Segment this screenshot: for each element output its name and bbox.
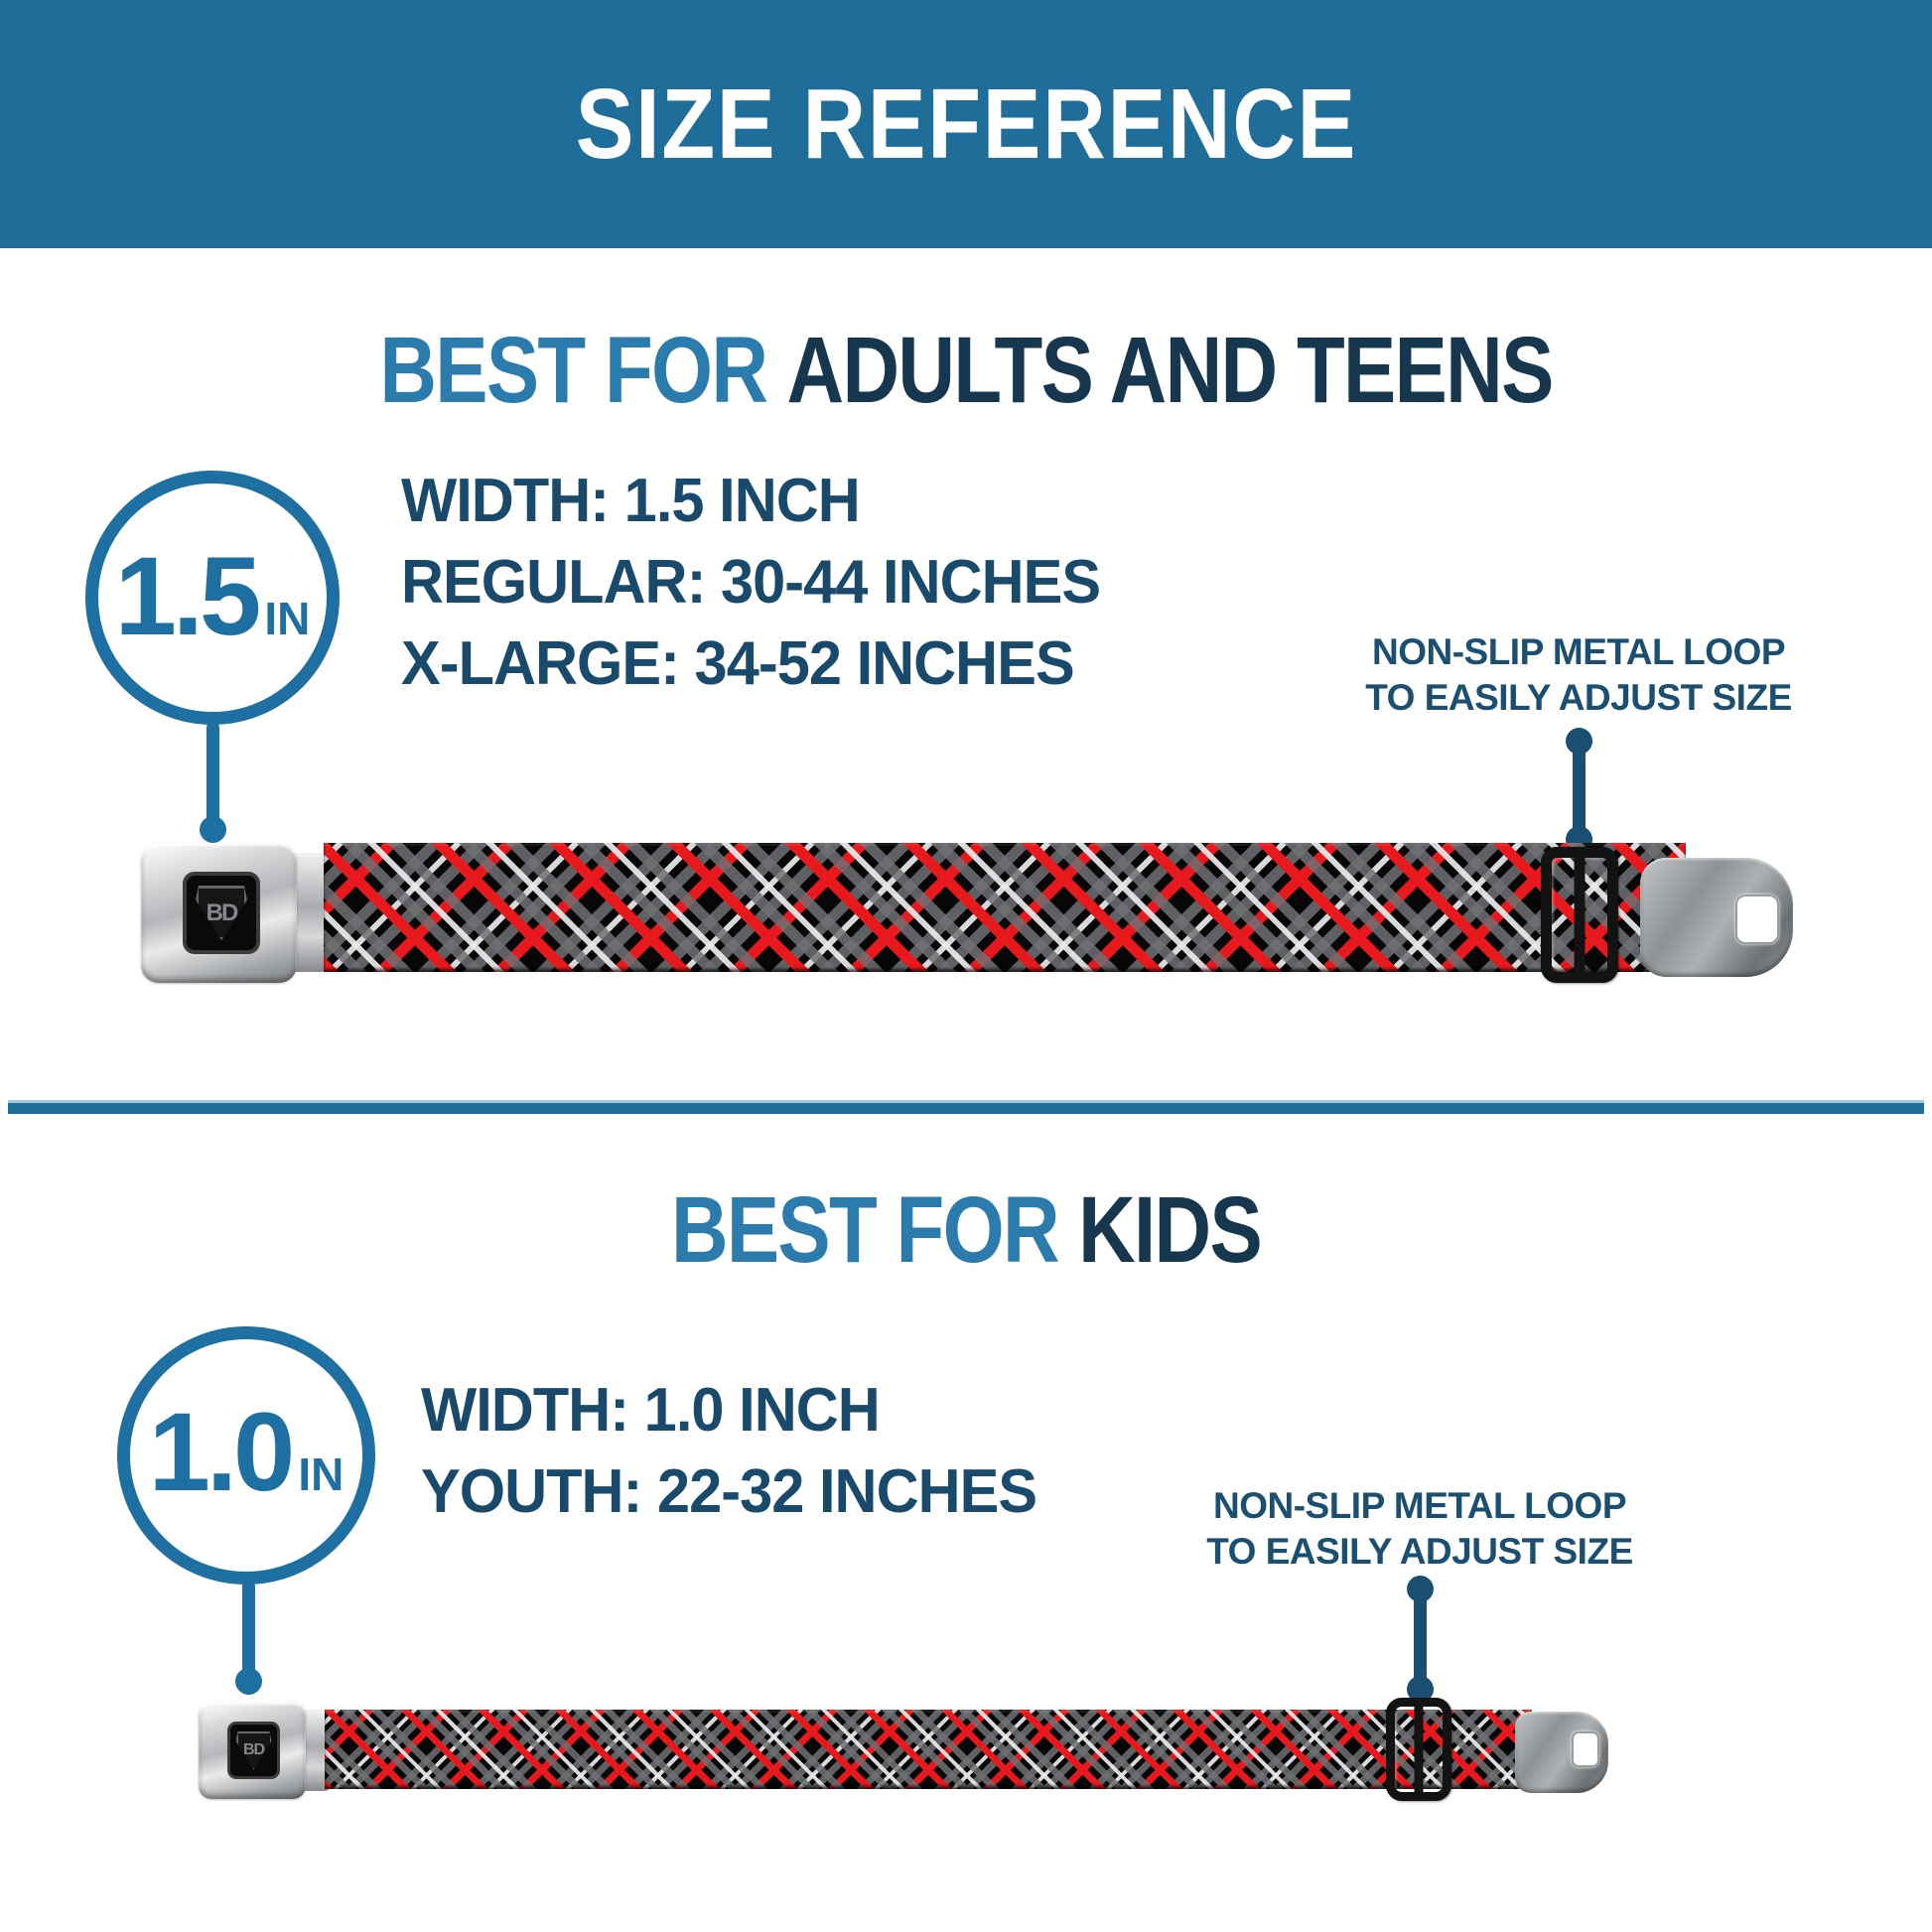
spec-line-youth: YOUTH: 22-32 INCHES (421, 1457, 1037, 1526)
badge-pointer-line (207, 722, 219, 825)
badge-pointer-dot (235, 1668, 262, 1695)
belt-strap-kids (325, 1710, 1532, 1789)
section-kids-heading: BEST FOR KIDS (155, 1183, 1778, 1278)
width-badge-unit: IN (298, 1449, 345, 1500)
badge-pointer-line (242, 1581, 255, 1676)
specs-kids: WIDTH: 1.0 INCH YOUTH: 22-32 INCHES (421, 1370, 1037, 1533)
buckle-window: BD (227, 1722, 280, 1779)
buckle-window: BD (183, 872, 260, 954)
belt-strap-adults (324, 843, 1686, 972)
callout-line-2: TO EASILY ADJUST SIZE (1206, 1531, 1633, 1572)
metal-loop-callout-kids: NON-SLIP METAL LOOP TO EASILY ADJUST SIZ… (1162, 1483, 1678, 1575)
width-badge-unit: IN (264, 593, 311, 644)
width-badge-inner: 1.5 IN (115, 541, 311, 652)
heading-rest: ADULTS AND TEENS (786, 318, 1555, 423)
spec-line-xlarge: X-LARGE: 34-52 INCHES (401, 629, 1075, 698)
heading-accent: BEST FOR (670, 1177, 1060, 1283)
belt-end-tab-kids (1515, 1712, 1608, 1793)
spec-line-width: WIDTH: 1.0 INCH (421, 1376, 881, 1445)
belt-end-tab-adults (1640, 858, 1793, 977)
width-badge-value: 1.5 (114, 534, 262, 658)
seatbelt-buckle-adults: BD (141, 843, 297, 983)
callout-pointer-line (1414, 1588, 1427, 1688)
width-badge-adults: 1.5 IN (85, 471, 340, 725)
adjuster-metal-loop-kids (1386, 1698, 1451, 1801)
width-badge-value: 1.0 (148, 1390, 296, 1514)
belt-tab-hole (1572, 1731, 1599, 1767)
banner: SIZE REFERENCE (0, 0, 1932, 248)
section-adults-heading: BEST FOR ADULTS AND TEENS (155, 324, 1778, 418)
metal-loop-callout-adults: NON-SLIP METAL LOOP TO EASILY ADJUST SIZ… (1320, 629, 1837, 721)
buckle-brand-logo: BD (235, 1730, 272, 1770)
page-title: SIZE REFERENCE (575, 68, 1357, 180)
width-badge-kids: 1.0 IN (117, 1326, 375, 1585)
callout-line-2: TO EASILY ADJUST SIZE (1365, 677, 1792, 718)
heading-accent: BEST FOR (379, 318, 768, 423)
section-divider (8, 1100, 1924, 1114)
specs-adults: WIDTH: 1.5 INCH REGULAR: 30-44 INCHES X-… (401, 461, 1101, 705)
belt-tab-hole (1735, 895, 1779, 944)
adjuster-metal-loop-adults (1541, 847, 1618, 983)
seatbelt-buckle-kids: BD (199, 1702, 306, 1799)
spec-line-regular: REGULAR: 30-44 INCHES (401, 548, 1101, 617)
callout-line-1: NON-SLIP METAL LOOP (1371, 631, 1786, 672)
callout-line-1: NON-SLIP METAL LOOP (1212, 1485, 1627, 1526)
heading-rest: KIDS (1078, 1177, 1263, 1283)
badge-pointer-dot (200, 816, 226, 843)
spec-line-width: WIDTH: 1.5 INCH (401, 467, 861, 535)
callout-pointer-line (1573, 741, 1586, 840)
width-badge-inner: 1.0 IN (149, 1397, 345, 1508)
buckle-brand-logo: BD (196, 886, 247, 940)
